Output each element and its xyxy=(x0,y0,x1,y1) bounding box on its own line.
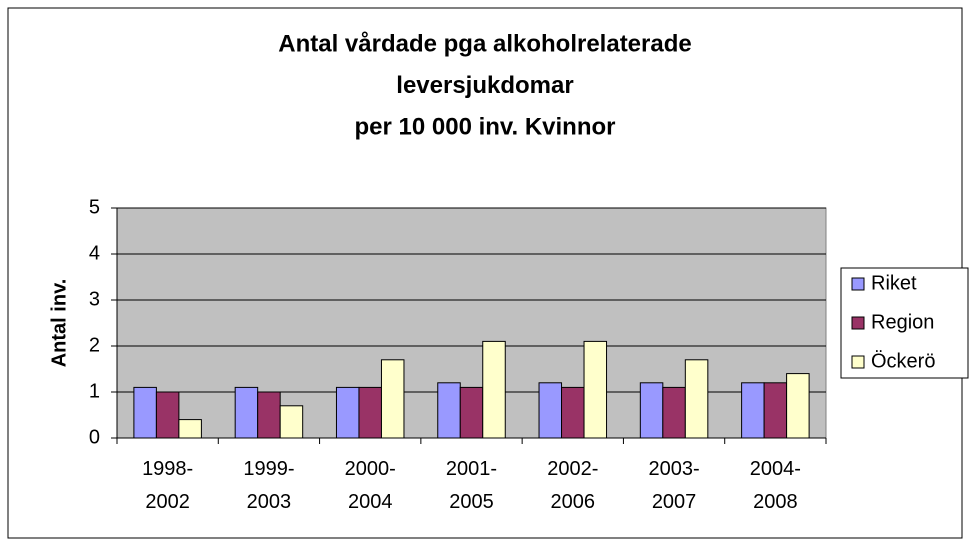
chart-title: per 10 000 inv. Kvinnor xyxy=(355,113,616,140)
y-tick-label: 3 xyxy=(89,288,100,310)
bar xyxy=(459,386,484,439)
bar xyxy=(662,386,686,439)
bar xyxy=(133,386,157,439)
y-tick-label: 2 xyxy=(89,334,100,356)
legend-label: Riket xyxy=(871,272,917,294)
y-tick-label: 4 xyxy=(89,242,100,264)
legend-swatch xyxy=(851,316,865,330)
legend-label: Öckerö xyxy=(871,350,935,372)
bar xyxy=(358,386,382,439)
chart-title: Antal vårdade pga alkoholrelaterade xyxy=(278,30,691,57)
x-tick-label: 2002-2006 xyxy=(547,458,598,513)
bar xyxy=(639,382,664,439)
bar xyxy=(741,382,765,439)
bar xyxy=(763,382,788,439)
chart-title: leversjukdomar xyxy=(396,72,573,99)
x-tick-label: 2000-2004 xyxy=(345,458,396,513)
bar xyxy=(786,373,810,439)
x-tick-label: 1999-2003 xyxy=(243,458,294,513)
bar xyxy=(538,382,563,439)
legend-swatch xyxy=(851,277,865,291)
x-tick-label: 2001-2005 xyxy=(446,458,497,513)
bar xyxy=(437,382,461,439)
bar xyxy=(482,340,506,439)
y-tick-label: 5 xyxy=(89,196,100,218)
bar xyxy=(561,386,585,439)
y-axis-title: Antal inv. xyxy=(48,279,70,368)
x-tick-label: 2004-2008 xyxy=(750,458,801,513)
y-tick-label: 0 xyxy=(89,426,100,448)
bar xyxy=(155,391,180,439)
bar xyxy=(178,419,202,439)
y-tick-label: 1 xyxy=(89,380,100,402)
bar xyxy=(257,391,281,439)
x-tick-label: 2003-2007 xyxy=(648,458,699,513)
bar xyxy=(279,405,304,439)
legend-swatch xyxy=(851,355,865,369)
bar xyxy=(234,386,259,439)
bar xyxy=(380,359,405,439)
bar xyxy=(583,340,608,439)
x-tick-label: 1998-2002 xyxy=(142,458,193,513)
bar xyxy=(335,386,360,439)
legend-label: Region xyxy=(871,311,934,333)
bar xyxy=(684,359,709,439)
